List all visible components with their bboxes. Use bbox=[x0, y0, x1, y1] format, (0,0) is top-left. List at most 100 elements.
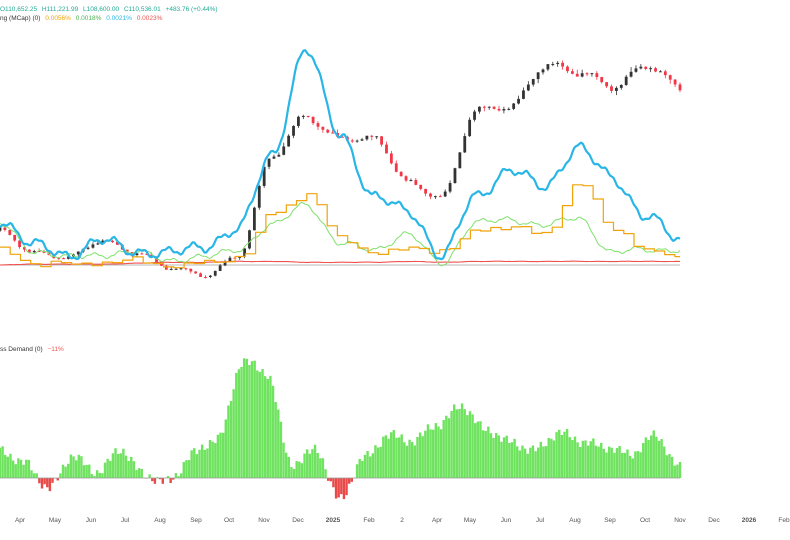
candle-body bbox=[546, 64, 550, 70]
funding-value-blue: 0.0021% bbox=[106, 15, 132, 22]
candle-body bbox=[321, 126, 325, 130]
candle-body bbox=[257, 185, 261, 208]
candle-body bbox=[248, 230, 251, 249]
demand-bar bbox=[187, 460, 191, 478]
candle-body bbox=[492, 106, 496, 109]
demand-bar bbox=[397, 437, 401, 478]
candle-body bbox=[174, 268, 178, 270]
demand-bar bbox=[347, 478, 351, 484]
demand-bar bbox=[621, 453, 624, 478]
demand-bar bbox=[497, 435, 501, 478]
demand-bar bbox=[615, 448, 619, 478]
demand-bar bbox=[203, 449, 206, 478]
demand-bar bbox=[300, 463, 304, 478]
candle-body bbox=[478, 106, 481, 112]
candle-body bbox=[385, 144, 388, 154]
demand-bar bbox=[487, 426, 490, 478]
demand-bar bbox=[185, 460, 188, 478]
demand-bar bbox=[263, 376, 267, 478]
candle-body bbox=[605, 82, 609, 87]
demand-bar bbox=[663, 446, 666, 478]
candle-body bbox=[668, 75, 672, 80]
demand-bar bbox=[232, 389, 235, 478]
candle-body bbox=[399, 171, 403, 177]
candle-body bbox=[341, 136, 344, 138]
demand-bar bbox=[668, 453, 671, 478]
demand-bar bbox=[361, 460, 364, 478]
demand-bar bbox=[463, 409, 466, 478]
demand-bar bbox=[400, 434, 403, 478]
candle-body bbox=[277, 154, 281, 157]
demand-bar bbox=[673, 465, 676, 478]
candle-body bbox=[600, 77, 604, 83]
candle-body bbox=[644, 66, 648, 69]
candle-body bbox=[169, 268, 173, 270]
demand-bar bbox=[0, 447, 2, 478]
demand-bar bbox=[655, 436, 658, 478]
demand-bar bbox=[670, 456, 674, 478]
demand-bar bbox=[240, 366, 243, 478]
demand-bar bbox=[88, 464, 91, 478]
demand-bar bbox=[287, 456, 291, 478]
candle-body bbox=[101, 240, 105, 244]
demand-bar bbox=[74, 460, 78, 478]
demand-bar bbox=[284, 452, 288, 478]
demand-bar bbox=[518, 450, 522, 478]
candle-body bbox=[536, 72, 540, 80]
demand-bar bbox=[610, 447, 613, 478]
candle-body bbox=[473, 111, 476, 120]
candle-body bbox=[194, 271, 198, 274]
demand-bar bbox=[305, 449, 309, 478]
demand-bar bbox=[342, 478, 346, 500]
demand-bar bbox=[363, 454, 367, 478]
candle-body bbox=[438, 196, 442, 198]
candle-body bbox=[189, 268, 193, 272]
candle-body bbox=[125, 249, 129, 253]
candle-body bbox=[86, 247, 90, 249]
candle-body bbox=[164, 265, 168, 270]
demand-bar bbox=[4, 455, 7, 478]
candle-body bbox=[419, 184, 423, 189]
candle-body bbox=[96, 243, 100, 245]
demand-bar bbox=[19, 459, 23, 478]
demand-bar bbox=[576, 442, 579, 478]
x-tick-label: Dec bbox=[708, 517, 720, 524]
demand-bar bbox=[321, 458, 325, 478]
candle-body bbox=[570, 71, 574, 74]
demand-bar bbox=[665, 455, 669, 478]
demand-bar bbox=[510, 442, 514, 478]
candle-body bbox=[453, 168, 457, 184]
demand-bar bbox=[43, 478, 46, 485]
demand-bar bbox=[193, 448, 196, 478]
demand-bar bbox=[639, 452, 642, 478]
candle-body bbox=[213, 270, 217, 276]
candle-body bbox=[502, 108, 506, 111]
demand-bar bbox=[174, 473, 178, 478]
demand-bar bbox=[594, 445, 598, 478]
demand-bar bbox=[558, 429, 561, 478]
x-tick-label: Jun bbox=[86, 517, 97, 524]
demand-bar bbox=[636, 451, 640, 478]
candle-body bbox=[512, 103, 516, 109]
candle-body bbox=[27, 249, 31, 253]
demand-bar bbox=[308, 453, 312, 478]
demand-bar bbox=[148, 474, 151, 478]
demand-bar bbox=[61, 464, 65, 478]
candle-body bbox=[116, 242, 119, 245]
demand-bar bbox=[568, 437, 571, 478]
demand-bar bbox=[274, 402, 277, 478]
demand-bar bbox=[326, 478, 330, 481]
candle-body bbox=[394, 163, 398, 172]
demand-bar bbox=[282, 442, 285, 478]
demand-bar bbox=[127, 460, 130, 478]
demand-bar bbox=[479, 421, 482, 478]
demand-bar bbox=[676, 464, 679, 478]
x-tick-label: Jun bbox=[501, 517, 512, 524]
candle-body bbox=[111, 240, 114, 243]
demand-bar bbox=[337, 478, 340, 498]
demand-bar bbox=[489, 433, 493, 478]
candle-body bbox=[590, 73, 594, 75]
candle-body bbox=[433, 196, 437, 198]
candle-body bbox=[360, 139, 364, 141]
